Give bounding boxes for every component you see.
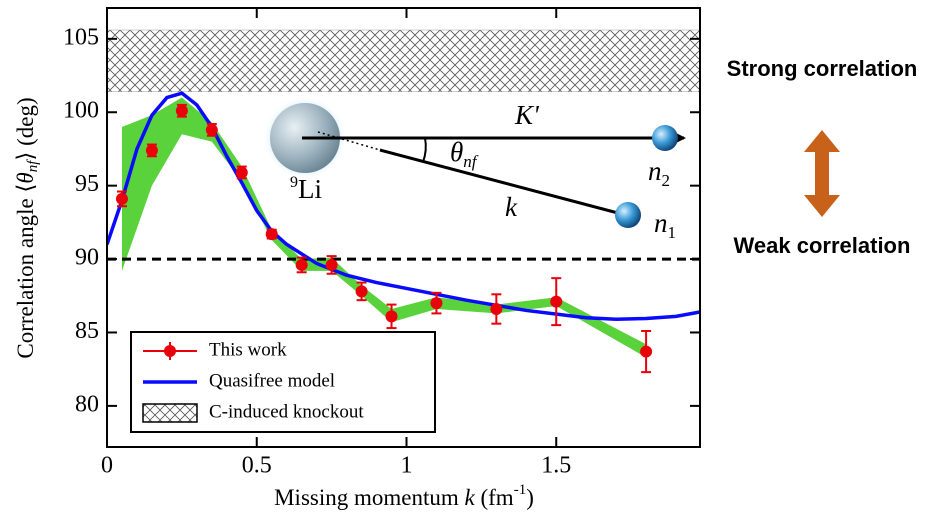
n2-label-part: n	[648, 156, 662, 186]
x-label-part: )	[526, 485, 534, 510]
x-tick-label: 1.5	[541, 453, 571, 479]
data-point	[205, 122, 218, 137]
n1-label: n1	[654, 208, 676, 242]
annotation: Strong correlation	[727, 56, 918, 81]
data-point	[430, 291, 443, 315]
k-total-label: K'	[514, 100, 540, 130]
angle-label-part: nf	[463, 152, 479, 171]
point	[355, 285, 368, 298]
point	[550, 295, 563, 308]
x-tick-label: 0.5	[242, 453, 272, 479]
n2-label: n2	[648, 156, 670, 190]
point	[430, 297, 443, 310]
nucleus-label-part: 9	[290, 174, 298, 191]
nucleus-label-part: Li	[298, 174, 322, 204]
data-point	[490, 293, 503, 325]
diagram: 9Li K' k θnf n2 n1	[263, 96, 686, 242]
k-label: k	[505, 192, 518, 222]
data-point	[325, 255, 338, 275]
y-tick-label: 105	[63, 24, 99, 50]
n2-label-part: 2	[662, 171, 671, 190]
point	[145, 144, 158, 157]
plot-frame	[106, 7, 701, 448]
point	[175, 104, 188, 117]
point	[115, 192, 128, 205]
data-point	[385, 303, 398, 330]
arrow-k	[379, 148, 635, 220]
n1-label-part: n	[654, 208, 668, 238]
annotation: Weak correlation	[734, 233, 911, 258]
data-point	[265, 228, 278, 241]
data-point	[175, 103, 188, 118]
point	[295, 258, 308, 271]
y-tick-label: 100	[63, 98, 99, 124]
point	[265, 228, 278, 241]
knockout-band	[107, 29, 700, 92]
point	[235, 166, 248, 179]
x-label-part: -1	[514, 482, 527, 498]
data-point	[355, 281, 368, 302]
y-tick-label: 95	[75, 171, 99, 197]
y-label-part: nf	[25, 159, 41, 173]
angle-label: θnf	[450, 137, 479, 171]
x-tick-label: 1	[400, 453, 412, 479]
legend-label: This work	[209, 339, 287, 360]
uncertainty-band	[121, 97, 647, 358]
point	[325, 258, 338, 271]
n1-label-part: 1	[668, 223, 677, 242]
x-label-part: k	[465, 485, 476, 510]
nucleus-label: 9Li	[290, 174, 322, 205]
plot-area	[107, 29, 700, 358]
y-label-part: θ	[13, 172, 38, 183]
data-point	[550, 277, 563, 327]
legend-label: C-induced knockout	[209, 401, 364, 422]
legend-swatch	[142, 403, 198, 423]
angle-arc	[422, 137, 427, 163]
x-label-part: Missing momentum	[274, 485, 464, 510]
point	[385, 310, 398, 323]
point	[205, 123, 218, 136]
legend-label: Quasifree model	[209, 370, 335, 391]
neutron-1	[615, 202, 641, 228]
y-label-part: Correlation angle ⟨	[13, 184, 38, 359]
data-point	[115, 190, 128, 208]
y-label-part: ⟩ (deg)	[13, 97, 38, 160]
x-label-part: (fm	[475, 485, 514, 510]
y-axis-label: Correlation angle ⟨θnf⟩ (deg)	[13, 97, 41, 358]
dotted-line	[317, 131, 381, 151]
data-point	[145, 143, 158, 158]
neutron-2	[652, 125, 678, 151]
x-tick-label: 0	[101, 453, 113, 479]
legend-swatch	[164, 345, 176, 357]
data-point	[235, 165, 248, 180]
legend: This work Quasifree model C-induced knocko…	[130, 331, 436, 433]
x-axis-label: Missing momentum k (fm-1)	[274, 482, 534, 510]
data-point	[295, 256, 308, 274]
y-tick-label: 85	[75, 318, 99, 344]
y-tick-label: 90	[75, 245, 99, 271]
y-tick-label: 80	[75, 391, 99, 417]
point	[640, 345, 653, 358]
angle-label-part: θ	[450, 137, 463, 167]
model-line	[107, 91, 700, 322]
point	[490, 302, 503, 315]
data-point	[640, 330, 653, 374]
correlation-arrow	[804, 130, 840, 217]
